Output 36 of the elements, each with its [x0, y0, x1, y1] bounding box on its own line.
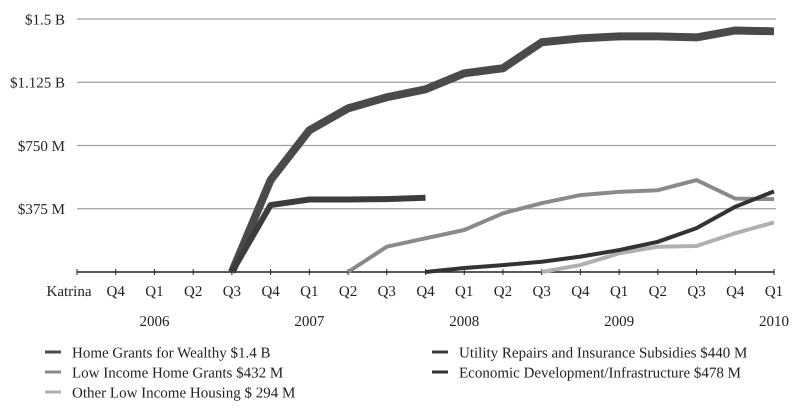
x-tick-label: Q2: [494, 284, 512, 300]
legend-label: Home Grants for Wealthy $1.4 B: [72, 345, 270, 362]
x-tick-label: Q2: [184, 284, 202, 300]
x-tick-label: Q3: [532, 284, 551, 300]
y-tick-label: $375 M: [18, 202, 65, 218]
x-tick-label: Q1: [145, 284, 164, 300]
x-tick-label: Q4: [726, 284, 745, 300]
legend-label: Economic Development/Infrastructure $478 M: [459, 365, 741, 382]
x-tick-label: Q3: [687, 284, 706, 300]
x-tick-label: Q4: [571, 284, 590, 300]
text: 2010: [759, 314, 789, 330]
legend-label: Utility Repairs and Insurance Subsidies $440 M: [459, 345, 748, 362]
legend-label: Low Income Home Grants $432 M: [72, 365, 284, 382]
x-tick-label: Q3: [378, 284, 396, 300]
x-tick-label: Q1: [455, 284, 474, 300]
x-tick-label: Katrina: [46, 284, 92, 300]
x-tick-label: Q1: [764, 284, 784, 300]
y-tick-label: $1.5 B: [24, 12, 65, 28]
legend-label: Other Low Income Housing $ 294 M: [72, 385, 296, 402]
line-series: [540, 220, 776, 274]
x-tick-label: Q1: [300, 284, 319, 300]
x-tick-label: Q4: [106, 284, 126, 300]
line-series: [346, 178, 776, 274]
x-tick-label: Q4: [261, 284, 280, 300]
text: 2009: [604, 314, 634, 330]
x-tick-label: Q2: [648, 284, 668, 300]
line-series: [424, 189, 776, 274]
text: 2007: [294, 314, 325, 330]
text: 2008: [449, 314, 480, 330]
x-tick-label: Q4: [416, 284, 436, 300]
x-tick-label: Q3: [222, 284, 242, 300]
x-tick-label: Q1: [610, 284, 628, 300]
y-tick-label: $1.125 B: [10, 76, 65, 92]
text: 2006: [139, 314, 170, 330]
x-tick-label: Q2: [338, 284, 358, 300]
y-tick-label: $750 M: [18, 138, 65, 155]
